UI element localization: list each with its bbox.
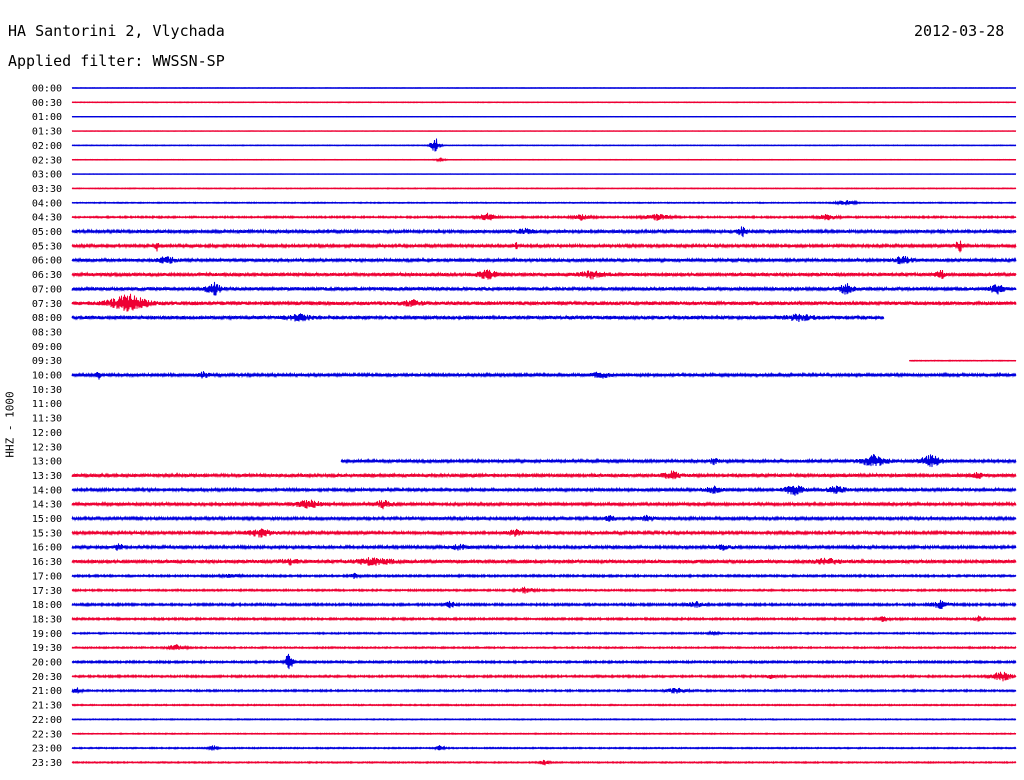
- row-time-label: 08:00: [32, 313, 62, 324]
- row-time-label: 07:00: [32, 284, 62, 295]
- row-time-label: 02:00: [32, 141, 62, 152]
- row-time-label: 01:00: [32, 112, 62, 123]
- date-label: 2012-03-28: [914, 22, 1005, 40]
- row-time-label: 12:30: [32, 442, 62, 453]
- row-time-label: 18:30: [32, 614, 62, 625]
- row-time-label: 15:00: [32, 514, 62, 525]
- filter-label: Applied filter: WWSSN-SP: [8, 52, 225, 70]
- row-time-label: 16:30: [32, 557, 62, 568]
- row-time-label: 23:00: [32, 744, 62, 755]
- row-time-label: 22:00: [32, 715, 62, 726]
- row-time-label: 01:30: [32, 127, 62, 138]
- row-time-label: 05:00: [32, 227, 62, 238]
- row-time-label: 21:30: [32, 701, 62, 712]
- row-time-label: 14:00: [32, 485, 62, 496]
- row-time-label: 03:30: [32, 184, 62, 195]
- row-time-label: 09:00: [32, 342, 62, 353]
- row-time-label: 04:00: [32, 198, 62, 209]
- row-time-label: 17:30: [32, 586, 62, 597]
- row-time-label: 05:30: [32, 241, 62, 252]
- row-time-label: 15:30: [32, 528, 62, 539]
- row-time-label: 14:30: [32, 500, 62, 511]
- row-time-label: 09:30: [32, 356, 62, 367]
- row-time-label: 00:30: [32, 98, 62, 109]
- row-time-label: 17:00: [32, 571, 62, 582]
- row-time-label: 22:30: [32, 729, 62, 740]
- row-time-label: 19:00: [32, 629, 62, 640]
- row-time-label: 13:30: [32, 471, 62, 482]
- row-time-label: 10:00: [32, 371, 62, 382]
- row-time-label: 12:00: [32, 428, 62, 439]
- row-time-label: 11:00: [32, 399, 62, 410]
- row-time-label: 11:30: [32, 414, 62, 425]
- row-time-label: 04:30: [32, 213, 62, 224]
- row-time-label: 03:00: [32, 170, 62, 181]
- row-time-label: 16:00: [32, 543, 62, 554]
- row-time-label: 23:30: [32, 758, 62, 769]
- row-time-label: 02:30: [32, 155, 62, 166]
- trace-1400: [71, 485, 1017, 496]
- row-time-label: 21:00: [32, 686, 62, 697]
- row-time-label: 13:00: [32, 457, 62, 468]
- row-time-label: 07:30: [32, 299, 62, 310]
- row-time-label: 20:30: [32, 672, 62, 683]
- row-time-label: 19:30: [32, 643, 62, 654]
- station-title: HA Santorini 2, Vlychada: [8, 22, 225, 40]
- row-time-label: 10:30: [32, 385, 62, 396]
- row-time-label: 20:00: [32, 658, 62, 669]
- row-time-label: 06:30: [32, 270, 62, 281]
- row-time-label: 06:00: [32, 256, 62, 267]
- row-time-label: 00:00: [32, 84, 62, 95]
- row-time-label: 18:00: [32, 600, 62, 611]
- row-time-label: 08:30: [32, 327, 62, 338]
